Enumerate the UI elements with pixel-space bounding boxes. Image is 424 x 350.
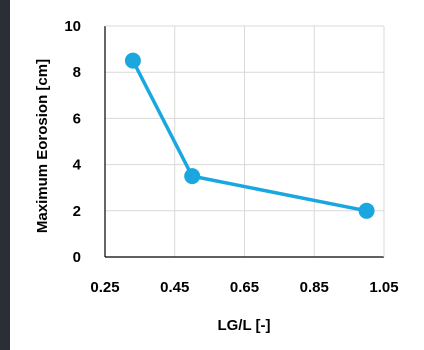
x-tick-label: 0.65 [230,279,259,296]
background-strip [0,0,10,350]
y-tick-label: 10 [64,18,81,35]
x-tick-label: 1.05 [369,279,398,296]
data-point [184,168,201,185]
series [124,52,375,219]
grid [104,25,385,258]
x-tick-label: 0.85 [300,279,329,296]
data-point [124,52,141,69]
x-tick-label: 0.45 [160,279,189,296]
y-tick-label: 8 [73,64,81,81]
y-axis-title: Maximum Eorosion [cm] [34,59,51,233]
x-tick-label: 0.25 [90,279,119,296]
y-tick-label: 6 [73,110,81,127]
y-tick-label: 2 [73,203,81,220]
chart-panel [10,0,424,350]
y-tick-label: 4 [73,157,82,174]
series-line [131,59,367,213]
tick-labels: 0.25 0.45 0.65 0.85 1.05 0 2 4 6 8 10 [64,18,398,296]
x-axis-title: LG/L [-] [217,317,270,334]
y-tick-label: 0 [73,249,81,266]
data-point [358,202,375,219]
axes [104,25,385,258]
